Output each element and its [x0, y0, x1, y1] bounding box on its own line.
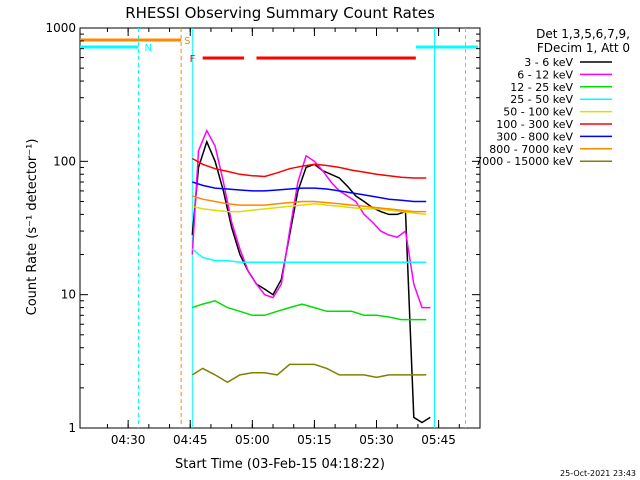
series-line-4 [192, 203, 427, 216]
saa-flag-label: S [184, 36, 190, 47]
x-tick-label-1: 04:45 [173, 433, 208, 447]
legend-label-4: 50 - 100 keV [503, 106, 573, 119]
y-tick-label-0: 1 [68, 421, 76, 435]
x-tick-label-5: 05:45 [421, 433, 456, 447]
x-tick-label-0: 04:30 [111, 433, 146, 447]
series-line-3 [191, 248, 427, 264]
series-line-6 [192, 181, 427, 203]
legend-label-2: 12 - 25 keV [510, 81, 573, 94]
series-line-7 [192, 195, 427, 213]
x-tick-label-2: 05:00 [235, 433, 270, 447]
legend-label-1: 6 - 12 keV [517, 68, 573, 81]
y-tick-label-2: 100 [53, 154, 76, 168]
legend-header-2: FDecim 1, Att 0 [537, 41, 630, 55]
series-line-8 [191, 363, 427, 384]
chart-plot-area: S N F 1 10 100 1000 04:30 04:45 05:00 05:15 05:30 05… [45, 21, 612, 447]
legend-label-8: 7000 - 15000 keV [475, 155, 573, 168]
flare-flag-label: F [190, 54, 196, 65]
legend-label-0: 3 - 6 keV [524, 56, 573, 69]
y-axis-label: Count Rate (s⁻¹ detector⁻¹) [25, 139, 40, 316]
legend-header-1: Det 1,3,5,6,7,9, [536, 27, 630, 41]
y-tick-label-3: 1000 [45, 21, 76, 35]
generated-timestamp: 25-Oct-2021 23:43 [560, 469, 636, 478]
chart-title: RHESSI Observing Summary Count Rates [125, 4, 435, 22]
legend-label-6: 300 - 800 keV [496, 130, 573, 143]
legend-label-3: 25 - 50 keV [510, 93, 573, 106]
series-line-1 [191, 128, 431, 309]
x-axis-label: Start Time (03-Feb-15 04:18:22) [175, 457, 385, 472]
plot-frame [79, 27, 481, 429]
night-flag-label: N [144, 43, 151, 54]
x-tick-label-4: 05:30 [359, 433, 394, 447]
series-line-5 [191, 157, 427, 179]
series-line-2 [192, 299, 427, 321]
legend-label-5: 100 - 300 keV [496, 118, 573, 131]
series-line-0 [191, 139, 431, 424]
y-tick-label-1: 10 [61, 288, 76, 302]
legend-label-7: 800 - 7000 keV [489, 143, 573, 156]
x-tick-label-3: 05:15 [297, 433, 332, 447]
